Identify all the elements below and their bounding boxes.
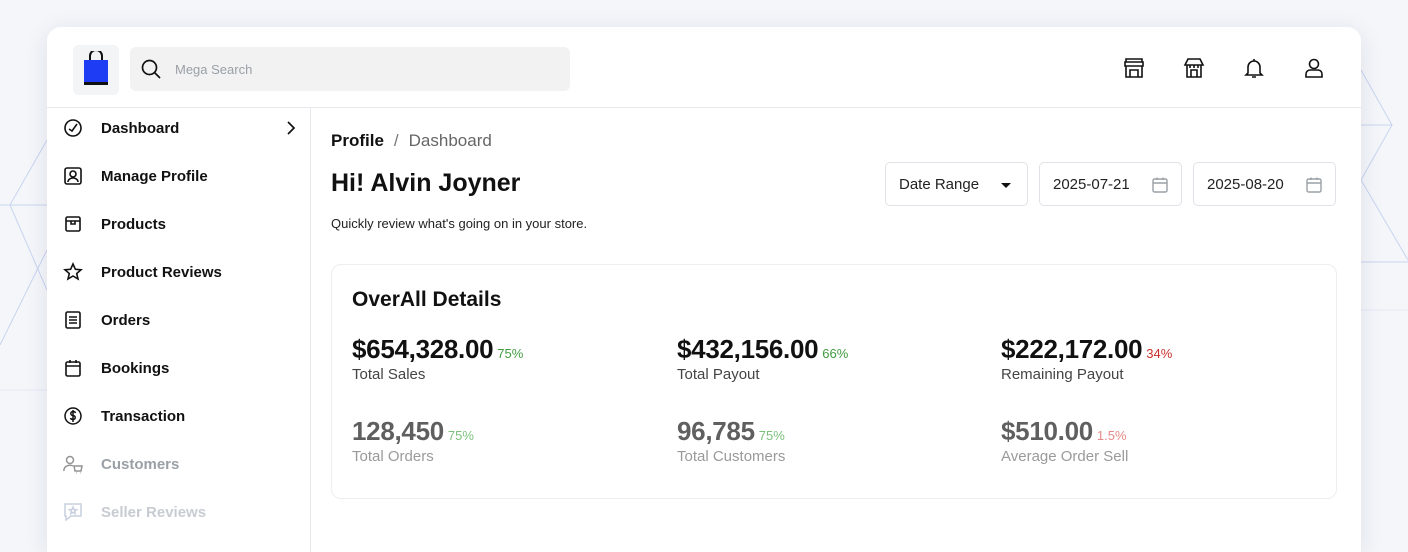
stat-remaining-payout: $222,172.00 34% Remaining Payout [1001,334,1301,383]
start-date-value: 2025-07-21 [1053,175,1130,193]
sidebar-item-label: Dashboard [101,119,180,137]
stat-value: $654,328.00 [352,334,494,364]
sidebar-item-label: Product Reviews [101,263,222,281]
main-content: Profile / Dashboard Hi! Alvin Joyner Qui… [331,108,1341,552]
sidebar-item-label: Seller Reviews [101,503,207,521]
bell-icon[interactable] [1243,57,1265,79]
stat-label: Average Order Sell [1001,448,1129,465]
stat-percent: 34% [1146,346,1173,361]
calendar-icon[interactable] [1151,176,1169,194]
stat-percent: 75% [447,428,474,443]
search-icon [140,58,162,80]
document-icon [63,310,83,330]
sidebar-item-customers[interactable]: Customers [63,448,299,480]
stat-value: $222,172.00 [1001,334,1143,364]
card-title: OverAll Details [352,288,502,311]
stat-percent: 1.5% [1096,428,1127,443]
stat-total-customers: 96,785 75% Total Customers [677,416,977,465]
sidebar: Dashboard Manage Profile Products Produc… [47,108,311,552]
stat-average-order-sell: $510.00 1.5% Average Order Sell [1001,416,1301,465]
sidebar-item-orders[interactable]: Orders [63,304,299,336]
date-range-select[interactable]: Date Range [885,162,1028,206]
breadcrumb-dashboard: Dashboard [408,131,492,150]
dollar-icon [63,406,83,426]
stat-label: Total Customers [677,448,786,465]
stat-percent: 66% [822,346,849,361]
sidebar-item-label: Orders [101,311,151,329]
calendar-icon[interactable] [1305,176,1323,194]
sidebar-item-label: Manage Profile [101,167,208,185]
user-icon[interactable] [1303,57,1325,79]
shopping-bag-icon [84,51,108,85]
sidebar-item-label: Bookings [101,359,170,377]
logo[interactable] [73,45,119,95]
breadcrumb: Profile / Dashboard [331,131,492,151]
stat-total-payout: $432,156.00 66% Total Payout [677,334,977,383]
stat-label: Remaining Payout [1001,366,1124,383]
stat-percent: 75% [758,428,785,443]
end-date-input[interactable]: 2025-08-20 [1193,162,1336,206]
stat-percent: 75% [497,346,524,361]
stat-label: Total Sales [352,366,426,383]
customer-icon [63,454,83,474]
stat-value: $510.00 [1001,416,1093,446]
sidebar-item-label: Customers [101,455,180,473]
chevron-right-icon[interactable] [283,120,299,136]
stat-label: Total Payout [677,366,760,383]
top-bar [47,27,1361,108]
store-icon[interactable] [1123,57,1145,79]
calendar-icon [63,358,83,378]
stat-label: Total Orders [352,448,434,465]
caret-down-icon [997,176,1015,194]
overall-details-card: OverAll Details $654,328.00 75% Total Sal… [331,264,1337,499]
breadcrumb-separator: / [393,131,399,150]
search-input[interactable] [175,61,555,77]
sidebar-item-product-reviews[interactable]: Product Reviews [63,256,299,288]
stat-value: $432,156.00 [677,334,819,364]
stat-value: 128,450 [352,416,444,446]
stat-value: 96,785 [677,416,755,446]
sidebar-item-manage-profile[interactable]: Manage Profile [63,160,299,192]
sidebar-item-transaction[interactable]: Transaction [63,400,299,432]
box-icon [63,214,83,234]
sidebar-item-bookings[interactable]: Bookings [63,352,299,384]
stat-total-orders: 128,450 75% Total Orders [352,416,652,465]
stat-total-sales: $654,328.00 75% Total Sales [352,334,652,383]
profile-icon [63,166,83,186]
search-box[interactable] [130,47,570,91]
date-range-label: Date Range [899,175,980,193]
sidebar-item-products[interactable]: Products [63,208,299,240]
star-icon [63,262,83,282]
sidebar-item-label: Transaction [101,407,186,425]
page-subtitle: Quickly review what's going on in your s… [331,216,588,231]
shop-icon[interactable] [1183,57,1205,79]
start-date-input[interactable]: 2025-07-21 [1039,162,1182,206]
page-title: Hi! Alvin Joyner [331,169,521,197]
end-date-value: 2025-08-20 [1207,175,1284,193]
sidebar-item-label: Products [101,215,167,233]
breadcrumb-profile[interactable]: Profile [331,131,384,150]
sidebar-item-seller-reviews[interactable]: Seller Reviews [63,496,299,528]
sidebar-item-dashboard[interactable]: Dashboard [63,112,299,144]
app-window: Dashboard Manage Profile Products Produc… [47,27,1361,552]
gauge-icon [63,118,83,138]
review-icon [63,502,83,522]
top-actions [1123,57,1325,79]
